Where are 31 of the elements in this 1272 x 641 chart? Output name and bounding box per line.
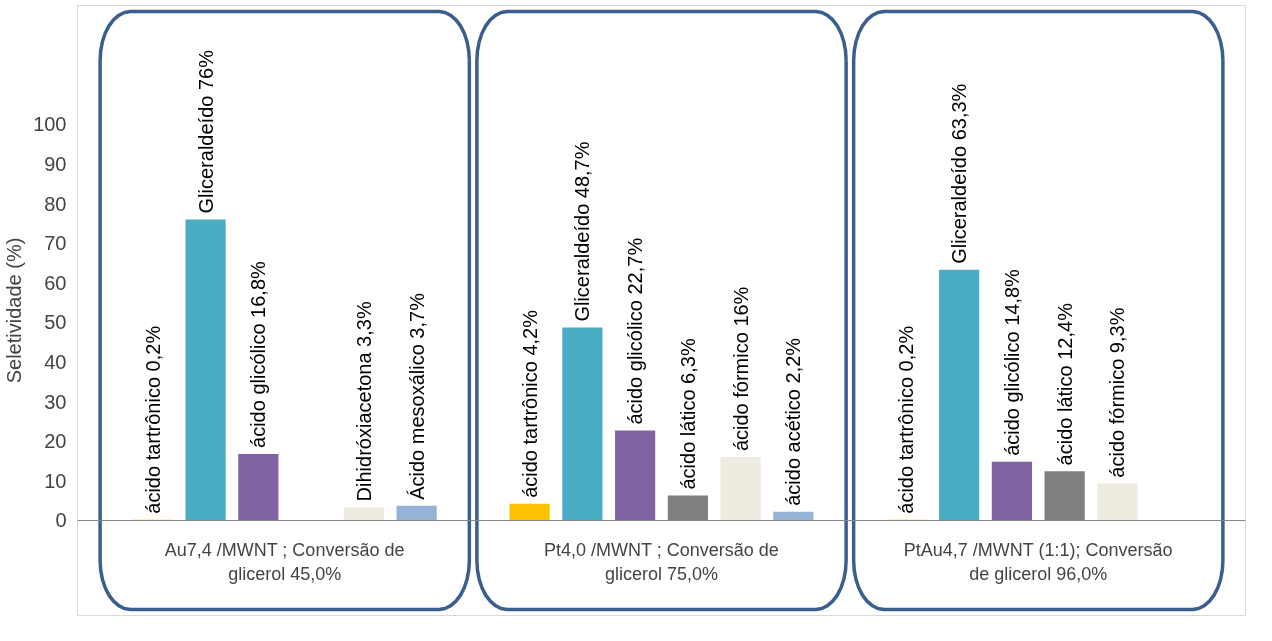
data-label: ácido tartrônico 0,2% <box>895 325 918 514</box>
y-tick-label: 0 <box>55 509 67 532</box>
data-label: Dihidróxiacetona 3,3% <box>352 301 375 502</box>
y-tick-label: 40 <box>44 350 67 373</box>
data-label: ácido acético 2,2% <box>782 337 805 506</box>
data-label: ácido tartrônico 4,2% <box>518 309 541 498</box>
y-tick-label: 60 <box>44 271 67 294</box>
y-tick-label: 90 <box>44 152 67 175</box>
data-label: ácido glicólico 22,7% <box>624 237 647 425</box>
y-tick-label: 10 <box>44 469 67 492</box>
data-label: Gliceraldeído 48,7% <box>571 141 594 322</box>
y-tick-label: 50 <box>44 311 67 334</box>
x-tick-label: PtAu4,7 /MWNT (1:1); Conversão de glicerol 96,0% <box>903 540 1173 585</box>
y-tick-label: 70 <box>44 232 67 255</box>
data-label: Ácido mesoxálico 3,7% <box>405 292 428 500</box>
y-tick-label: 20 <box>44 430 67 453</box>
data-label: ácido glicólico 14,8% <box>1000 268 1023 456</box>
x-tick-label: Au7,4 /MWNT ; Conversão de glicerol 45,0% <box>164 540 405 585</box>
y-axis-title: Seletividade (%) <box>3 237 26 384</box>
data-label: Gliceraldeído 63,3% <box>948 83 971 264</box>
y-tick-label: 100 <box>33 113 67 136</box>
data-label: ácido tartrônico 0,2% <box>141 325 164 514</box>
data-label: ácido lático 12,4% <box>1053 302 1076 466</box>
data-label: ácido fórmico 9,3% <box>1106 307 1129 478</box>
data-label: ácido glicólico 16,8% <box>247 260 270 448</box>
y-tick-label: 30 <box>44 390 67 413</box>
data-label: ácido lático 6,3% <box>676 338 699 490</box>
data-label: ácido fórmico 16% <box>729 286 752 452</box>
x-tick-label: Pt4,0 /MWNT ; Conversão de glicerol 75,0% <box>543 540 779 585</box>
y-tick-label: 80 <box>44 192 67 215</box>
data-label: Gliceraldeído 76% <box>194 49 217 214</box>
